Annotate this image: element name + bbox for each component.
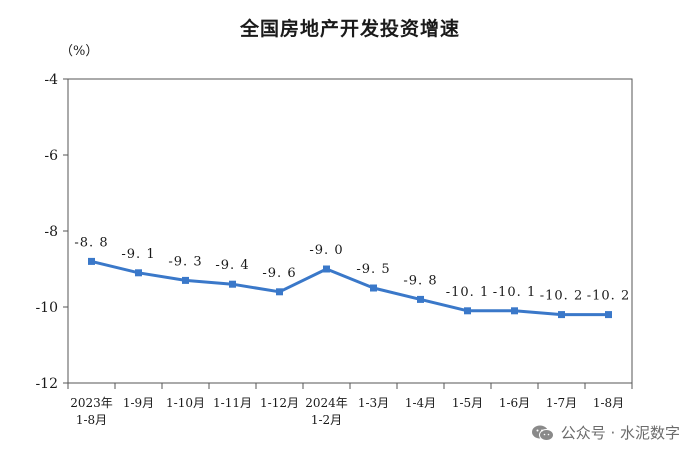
data-point bbox=[558, 311, 565, 319]
data-label: -10. 1 bbox=[493, 285, 536, 300]
watermark: 公众号 · 水泥数字 bbox=[531, 422, 680, 443]
x-tick-label: 1-6月 bbox=[499, 396, 530, 410]
data-label: -9. 0 bbox=[309, 243, 343, 258]
y-tick-label: -6 bbox=[44, 148, 58, 164]
data-point bbox=[229, 280, 236, 288]
x-tick-label: 1-12月 bbox=[260, 396, 299, 410]
x-tick-label: 1-5月 bbox=[452, 396, 483, 410]
x-tick-label: 2024年 bbox=[305, 396, 348, 410]
data-point bbox=[605, 311, 612, 319]
data-label: -9. 8 bbox=[403, 273, 437, 288]
plot-frame bbox=[67, 78, 633, 384]
x-tick-label: 1-3月 bbox=[358, 396, 389, 410]
data-point bbox=[464, 307, 471, 315]
x-tick-label: 1-8月 bbox=[76, 413, 107, 427]
data-point bbox=[88, 257, 95, 265]
y-tick-label: -10 bbox=[35, 300, 58, 316]
data-point bbox=[182, 276, 189, 284]
x-tick-label: 1-9月 bbox=[123, 396, 154, 410]
data-label: -9. 5 bbox=[356, 262, 390, 277]
data-label: -9. 3 bbox=[168, 254, 202, 269]
x-tick-label: 1-11月 bbox=[213, 396, 252, 410]
data-label: -9. 1 bbox=[121, 247, 155, 262]
data-label: -10. 2 bbox=[587, 289, 630, 304]
x-tick-label: 1-4月 bbox=[405, 396, 436, 410]
x-tick-label: 1-8月 bbox=[593, 396, 624, 410]
data-point bbox=[511, 307, 518, 315]
data-label: -9. 6 bbox=[262, 266, 296, 281]
series-line bbox=[91, 259, 609, 317]
chart-title: 全国房地产开发投资增速 bbox=[239, 18, 460, 40]
data-point bbox=[417, 295, 424, 303]
y-tick-label: -12 bbox=[35, 376, 58, 392]
data-label: -10. 2 bbox=[540, 289, 583, 304]
data-label: -9. 4 bbox=[215, 258, 249, 273]
data-point bbox=[370, 284, 377, 292]
data-point bbox=[276, 288, 283, 296]
data-point bbox=[323, 265, 330, 273]
x-tick-label: 1-7月 bbox=[546, 396, 577, 410]
y-tick-label: -8 bbox=[44, 224, 58, 240]
x-tick-label: 1-10月 bbox=[166, 396, 205, 410]
y-axis-unit: （%） bbox=[60, 44, 99, 59]
y-tick-label: -4 bbox=[44, 72, 58, 88]
watermark-text: 公众号 · 水泥数字 bbox=[560, 424, 680, 442]
x-tick-label: 2023年 bbox=[70, 396, 113, 410]
data-label: -10. 1 bbox=[446, 285, 489, 300]
wechat-icon bbox=[531, 425, 554, 441]
data-label: -8. 8 bbox=[74, 235, 108, 250]
x-tick-label: 1-2月 bbox=[311, 413, 342, 427]
data-point bbox=[135, 269, 142, 277]
